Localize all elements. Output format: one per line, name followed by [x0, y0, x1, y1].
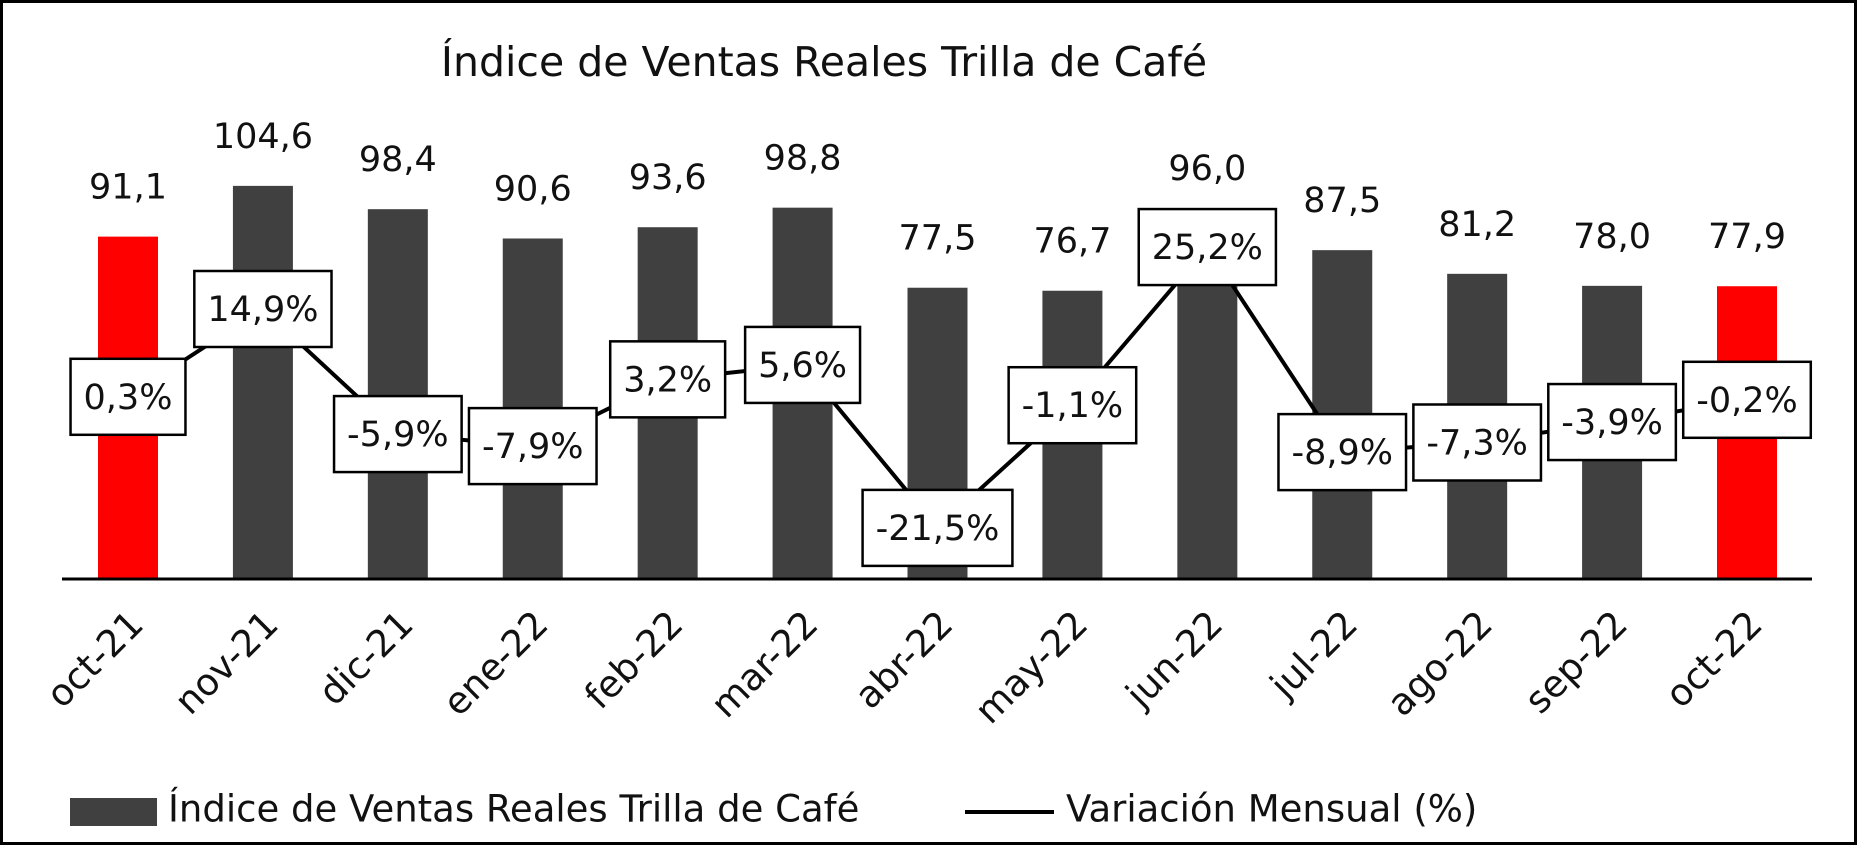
line-value-label: -7,9%: [482, 427, 584, 467]
line-value-label: -8,9%: [1291, 433, 1393, 473]
value-box: [1681, 360, 1813, 440]
line-value-label: -1,1%: [1022, 386, 1124, 426]
line-value-label: 25,2%: [1152, 228, 1263, 268]
chart-title: Índice de Ventas Reales Trilla de Café: [441, 38, 1207, 86]
legend-label: Índice de Ventas Reales Trilla de Café: [168, 787, 859, 831]
bar-value-label: 81,2: [1438, 205, 1516, 245]
line-value-label: 5,6%: [758, 346, 847, 386]
bar: [232, 185, 293, 579]
line-value-label: -0,2%: [1696, 381, 1798, 421]
value-box: [1412, 403, 1543, 482]
value-box: [332, 394, 463, 474]
bar-value-label: 91,1: [89, 168, 167, 208]
bar-value-label: 77,9: [1708, 217, 1786, 257]
bar-value-label: 78,0: [1573, 217, 1651, 257]
value-box: [1277, 412, 1408, 492]
line-value-label: 3,2%: [623, 360, 712, 400]
line-value-label: 0,3%: [84, 378, 173, 418]
bar-value-label: 76,7: [1033, 222, 1111, 262]
bar-value-label: 96,0: [1168, 149, 1246, 189]
bar-value-label: 104,6: [213, 117, 313, 157]
value-box: [608, 340, 727, 419]
value-box: [1547, 382, 1678, 462]
value-box: [743, 325, 862, 405]
value-box: [193, 269, 333, 349]
line-value-label: -7,3%: [1426, 423, 1528, 463]
bar-value-label: 93,6: [629, 158, 707, 198]
value-box: [861, 488, 1014, 568]
bar: [367, 209, 428, 579]
bar-value-label: 98,8: [764, 139, 842, 179]
legend-swatch: [70, 798, 157, 826]
line-value-label: -21,5%: [876, 509, 1000, 549]
value-box: [1007, 365, 1138, 445]
line-value-label: -3,9%: [1561, 403, 1663, 443]
bar-value-label: 77,5: [899, 219, 977, 259]
line-value-label: 14,9%: [207, 290, 318, 330]
line-value-label: -5,9%: [347, 415, 449, 455]
bar-value-label: 87,5: [1303, 181, 1381, 221]
value-box: [1137, 207, 1278, 287]
legend-label: Variación Mensual (%): [1066, 788, 1477, 831]
bar-value-label: 90,6: [494, 169, 572, 209]
bar-value-label: 98,4: [359, 140, 437, 180]
value-box: [467, 406, 598, 486]
value-box: [69, 357, 187, 437]
